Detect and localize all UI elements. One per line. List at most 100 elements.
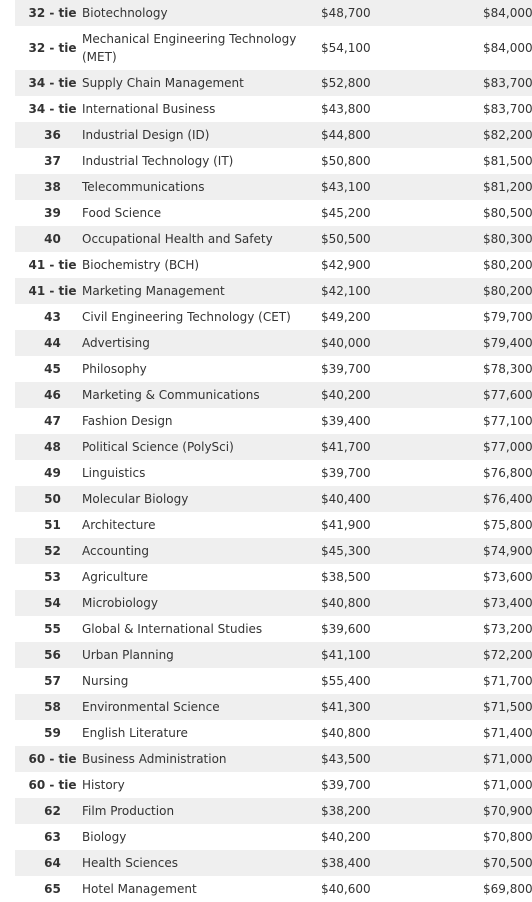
- rank-cell: 47: [44, 414, 61, 428]
- mid-career-pay-cell: $70,900: [483, 804, 532, 818]
- early-career-pay-cell: $42,900: [321, 258, 371, 272]
- major-cell: Mechanical Engineering Technology (MET): [82, 32, 297, 64]
- table-row: 65 Hotel Management $40,600 $69,800: [15, 876, 532, 902]
- table-row: 34 - tie Supply Chain Management $52,800 $8…: [15, 70, 532, 96]
- table-row: 45 Philosophy $39,700 $78,300: [15, 356, 532, 382]
- mid-career-pay-cell: $75,800: [483, 518, 532, 532]
- major-cell: Civil Engineering Technology (CET): [82, 310, 291, 324]
- rank-cell: 41 - tie: [28, 284, 77, 298]
- early-career-pay-cell: $40,800: [321, 726, 371, 740]
- major-cell: Nursing: [82, 674, 129, 688]
- major-cell: Accounting: [82, 544, 150, 558]
- major-cell: Philosophy: [82, 362, 147, 376]
- major-cell: Advertising: [82, 336, 150, 350]
- mid-career-pay-cell: $70,800: [483, 830, 532, 844]
- mid-career-pay-cell: $71,500: [483, 700, 532, 714]
- mid-career-pay-cell: $84,000: [483, 41, 532, 55]
- major-cell: Biotechnology: [82, 6, 168, 20]
- early-career-pay-cell: $44,800: [321, 128, 371, 142]
- rank-cell: 55: [44, 622, 61, 636]
- major-cell: Biology: [82, 830, 127, 844]
- mid-career-pay-cell: $80,500: [483, 206, 532, 220]
- rank-cell: 34 - tie: [28, 102, 77, 116]
- mid-career-pay-cell: $82,200: [483, 128, 532, 142]
- table-row: 50 Molecular Biology $40,400 $76,400: [15, 486, 532, 512]
- table-row: 32 - tie Biotechnology $48,700 $84,000: [15, 0, 532, 26]
- rank-cell: 43: [44, 310, 61, 324]
- major-cell: Microbiology: [82, 596, 158, 610]
- mid-career-pay-cell: $69,800: [483, 882, 532, 896]
- mid-career-pay-cell: $81,500: [483, 154, 532, 168]
- table-row: 41 - tie Biochemistry (BCH) $42,900 $80,200: [15, 252, 532, 278]
- early-career-pay-cell: $43,800: [321, 102, 371, 116]
- table-row: 49 Linguistics $39,700 $76,800: [15, 460, 532, 486]
- table-row: 52 Accounting $45,300 $74,900: [15, 538, 532, 564]
- early-career-pay-cell: $45,200: [321, 206, 371, 220]
- mid-career-pay-cell: $83,700: [483, 102, 532, 116]
- early-career-pay-cell: $38,500: [321, 570, 371, 584]
- rank-cell: 54: [44, 596, 61, 610]
- early-career-pay-cell: $39,400: [321, 414, 371, 428]
- early-career-pay-cell: $39,600: [321, 622, 371, 636]
- mid-career-pay-cell: $77,100: [483, 414, 532, 428]
- early-career-pay-cell: $38,400: [321, 856, 371, 870]
- major-cell: Architecture: [82, 518, 156, 532]
- mid-career-pay-cell: $73,400: [483, 596, 532, 610]
- major-cell: Health Sciences: [82, 856, 178, 870]
- rank-cell: 58: [44, 700, 61, 714]
- major-cell: History: [82, 778, 125, 792]
- rank-cell: 60 - tie: [28, 752, 77, 766]
- early-career-pay-cell: $41,700: [321, 440, 371, 454]
- early-career-pay-cell: $40,600: [321, 882, 371, 896]
- table-row: 41 - tie Marketing Management $42,100 $80,2…: [15, 278, 532, 304]
- salary-table: 32 - tie Biotechnology $48,700 $84,000 32 - …: [15, 0, 532, 902]
- rank-cell: 52: [44, 544, 61, 558]
- table-row: 36 Industrial Design (ID) $44,800 $82,200: [15, 122, 532, 148]
- early-career-pay-cell: $40,000: [321, 336, 371, 350]
- rank-cell: 32 - tie: [28, 6, 77, 20]
- early-career-pay-cell: $50,800: [321, 154, 371, 168]
- major-cell: International Business: [82, 102, 216, 116]
- rank-cell: 41 - tie: [28, 258, 77, 272]
- mid-career-pay-cell: $79,400: [483, 336, 532, 350]
- major-cell: Supply Chain Management: [82, 76, 244, 90]
- table-row: 62 Film Production $38,200 $70,900: [15, 798, 532, 824]
- mid-career-pay-cell: $79,700: [483, 310, 532, 324]
- rank-cell: 40: [44, 232, 61, 246]
- early-career-pay-cell: $40,400: [321, 492, 371, 506]
- rank-cell: 32 - tie: [28, 41, 77, 55]
- table-row: 34 - tie International Business $43,800 $83…: [15, 96, 532, 122]
- mid-career-pay-cell: $80,300: [483, 232, 532, 246]
- major-cell: Linguistics: [82, 466, 146, 480]
- major-cell: Occupational Health and Safety: [82, 232, 273, 246]
- table-row: 32 - tie Mechanical Engineering Technolog…: [15, 26, 532, 70]
- rank-cell: 53: [44, 570, 61, 584]
- table-row: 39 Food Science $45,200 $80,500: [15, 200, 532, 226]
- early-career-pay-cell: $43,100: [321, 180, 371, 194]
- table-row: 63 Biology $40,200 $70,800: [15, 824, 532, 850]
- rank-cell: 34 - tie: [28, 76, 77, 90]
- rank-cell: 63: [44, 830, 61, 844]
- major-cell: Global & International Studies: [82, 622, 263, 636]
- rank-cell: 51: [44, 518, 61, 532]
- rank-cell: 50: [44, 492, 61, 506]
- mid-career-pay-cell: $78,300: [483, 362, 532, 376]
- rank-cell: 64: [44, 856, 61, 870]
- mid-career-pay-cell: $76,400: [483, 492, 532, 506]
- table-row: 60 - tie Business Administration $43,500 $7…: [15, 746, 532, 772]
- table-row: 44 Advertising $40,000 $79,400: [15, 330, 532, 356]
- rank-cell: 56: [44, 648, 61, 662]
- rank-cell: 59: [44, 726, 61, 740]
- early-career-pay-cell: $48,700: [321, 6, 371, 20]
- major-cell: Film Production: [82, 804, 175, 818]
- rank-cell: 36: [44, 128, 61, 142]
- major-cell: Industrial Design (ID): [82, 128, 210, 142]
- rank-cell: 46: [44, 388, 61, 402]
- major-cell: Environmental Science: [82, 700, 220, 714]
- early-career-pay-cell: $41,900: [321, 518, 371, 532]
- mid-career-pay-cell: $77,600: [483, 388, 532, 402]
- major-cell: Fashion Design: [82, 414, 173, 428]
- mid-career-pay-cell: $77,000: [483, 440, 532, 454]
- table-row: 58 Environmental Science $41,300 $71,500: [15, 694, 532, 720]
- major-cell: Industrial Technology (IT): [82, 154, 234, 168]
